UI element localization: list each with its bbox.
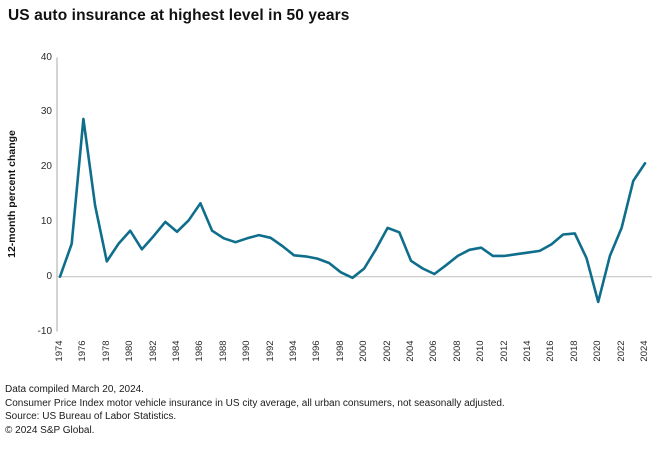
footnote-description: Consumer Price Index motor vehicle insur… [5, 397, 505, 409]
x-tick-label: 1988 [217, 340, 229, 362]
x-tick-label: 1996 [311, 340, 323, 362]
x-tick-label: 2006 [428, 340, 440, 362]
x-tick-label: 2018 [568, 340, 580, 362]
chart-plot [56, 57, 652, 332]
x-tick-label: 1994 [288, 340, 299, 362]
insurance-line-series [58, 117, 647, 304]
x-tick-label: 2012 [498, 340, 510, 362]
y-tick-label: 10 [40, 215, 52, 227]
y-tick-label: 0 [46, 270, 52, 282]
x-tick-label: 1984 [171, 340, 182, 362]
x-tick-label: 2024 [639, 340, 650, 362]
y-tick-label: 30 [40, 106, 52, 118]
x-tick-label: 1998 [334, 340, 346, 362]
x-tick-label: 1974 [54, 340, 65, 362]
x-tick-label: 1992 [264, 340, 276, 362]
x-tick-label: 2000 [358, 340, 370, 362]
x-tick-label: 2008 [451, 340, 463, 362]
x-tick-label: 1980 [124, 340, 136, 362]
x-tick-label: 2014 [522, 340, 533, 362]
x-tick-label: 1976 [77, 340, 89, 362]
x-tick-label: 2004 [405, 340, 416, 362]
footnote-source: Source: US Bureau of Labor Statistics. [5, 411, 177, 422]
x-tick-label: 1982 [147, 340, 159, 362]
footnote-copyright: © 2024 S&P Global. [5, 424, 95, 436]
y-tick-label: -10 [37, 325, 52, 337]
y-tick-label: 20 [40, 161, 52, 173]
x-tick-label: 2010 [475, 340, 487, 362]
chart-title: US auto insurance at highest level in 50… [8, 7, 350, 24]
x-tick-label: 2020 [592, 340, 604, 362]
footnote-data-compiled: Data compiled March 20, 2024. [5, 384, 144, 395]
x-tick-label: 1986 [194, 340, 206, 362]
x-tick-label: 1978 [100, 340, 112, 362]
x-tick-label: 2022 [615, 340, 627, 362]
x-tick-label: 2016 [545, 340, 557, 362]
x-tick-label: 1990 [241, 340, 253, 362]
footnotes: Data compiled March 20, 2024. Consumer P… [5, 383, 656, 437]
x-tick-label: 2002 [381, 340, 393, 362]
y-tick-label: 40 [40, 51, 52, 63]
